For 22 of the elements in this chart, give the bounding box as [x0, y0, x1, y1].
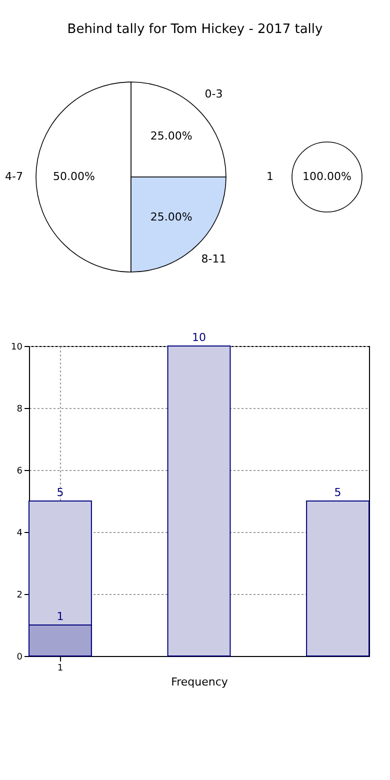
y-tick-label: 0 [16, 652, 23, 662]
slice-label: 4-7 [5, 170, 23, 183]
data-label: 5 [56, 486, 64, 499]
y-tick-label: 2 [16, 590, 22, 600]
data-label: 1 [56, 610, 64, 623]
x-axis-title: Frequency [171, 676, 228, 688]
chart-title: Behind tally for Tom Hickey - 2017 tally [66, 21, 324, 39]
y-tick-label: 10 [11, 342, 23, 352]
data-label: 25.00% [150, 210, 192, 224]
data-label: 25.00% [150, 130, 192, 143]
y-tick-label: 8 [16, 404, 23, 414]
bar [167, 346, 231, 656]
bar [306, 500, 370, 656]
data-label: 50.00% [53, 170, 95, 183]
data-label: 100.00% [302, 170, 352, 183]
data-label: 10 [192, 331, 206, 344]
slice-label: 8-11 [201, 252, 226, 266]
y-tick-label: 6 [16, 466, 23, 476]
data-label: 5 [334, 486, 342, 499]
y-tick-label: 4 [16, 528, 23, 538]
slice-label: 0-3 [204, 87, 223, 100]
slice-label: 1 [266, 170, 274, 183]
